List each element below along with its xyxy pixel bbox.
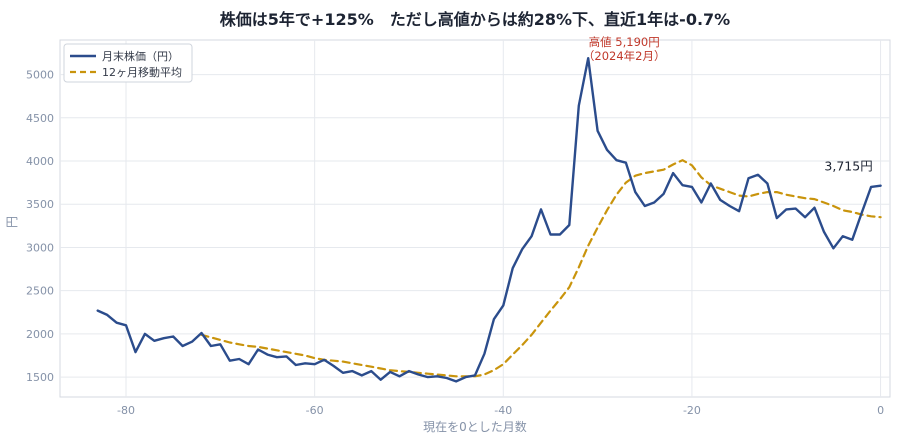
x-tick-label: -40 [494,404,512,417]
x-axis-label: 現在を0とした月数 [423,419,527,434]
y-tick-label: 1500 [26,371,54,384]
x-tick-label: 0 [877,404,884,417]
x-tick-label: -60 [306,404,324,417]
x-tick-label: -20 [683,404,701,417]
x-tick-label: -80 [117,404,135,417]
legend-label-price: 月末株価（円） [102,49,179,63]
y-tick-label: 5000 [26,69,54,82]
y-tick-label: 3500 [26,198,54,211]
peak-annotation: 高値 5,190円 [589,35,660,49]
legend: 月末株価（円） 12ヶ月移動平均 [63,43,193,83]
latest-price-annotation: 3,715円 [824,159,872,174]
annotations: 高値 5,190円（2024年2月） 3,715円 [583,35,873,174]
chart-title: 株価は5年で+125% ただし高値からは約28%下、直近1年は-0.7% [220,10,730,29]
peak-annotation-date: （2024年2月） [583,49,666,63]
plot-frame [59,39,891,398]
legend-label-moving-average: 12ヶ月移動平均 [102,65,182,79]
y-axis-ticks: 1500 2000 2500 3000 3500 4000 4500 5000 [26,69,54,385]
y-tick-label: 4000 [26,155,54,168]
y-tick-label: 2500 [26,285,54,298]
series-line-moving-average [200,159,882,378]
x-axis-ticks: -80 -60 -40 -20 0 [117,404,884,417]
grid [60,40,890,397]
series-line-price [96,57,882,383]
y-axis-label: 円 [5,216,19,228]
plot-area: 高値 5,190円（2024年2月） 3,715円 [59,35,891,398]
series-layer [96,57,882,383]
y-tick-label: 2000 [26,328,54,341]
y-tick-label: 4500 [26,112,54,125]
y-tick-label: 3000 [26,241,54,254]
